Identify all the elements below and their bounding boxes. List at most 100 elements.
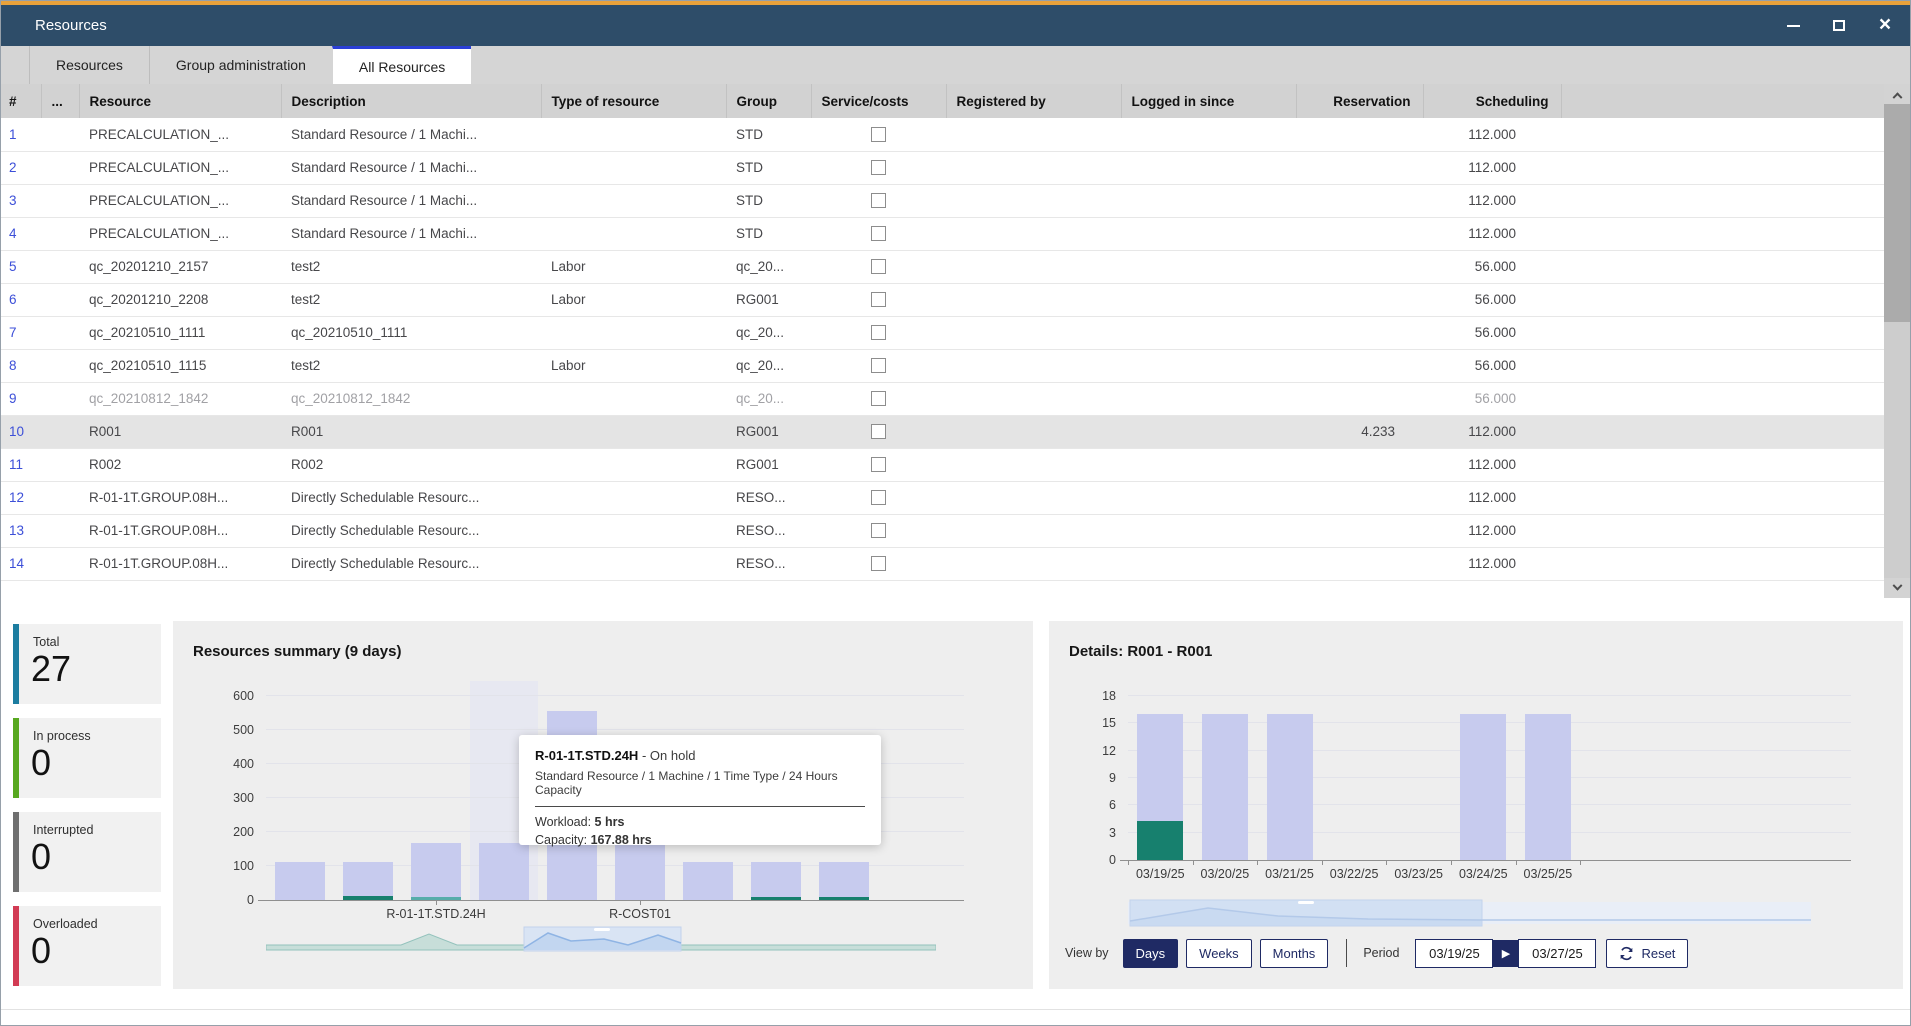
scrollbar-thumb[interactable]	[1884, 104, 1910, 322]
details-chart-title: Details: R001 - R001	[1069, 643, 1213, 660]
service-costs-checkbox[interactable]	[871, 127, 886, 143]
table-row[interactable]: 9 qc_20210812_1842 qc_20210812_1842 qc_20..…	[1, 382, 1886, 416]
view-by-days-button[interactable]: Days	[1122, 938, 1179, 968]
logged-in-since-cell	[1121, 514, 1296, 548]
service-costs-checkbox[interactable]	[871, 292, 886, 308]
column-header-blank[interactable]: ...	[41, 84, 80, 118]
service-costs-checkbox[interactable]	[871, 490, 886, 506]
resource-cell: qc_20201210_2208	[79, 283, 281, 317]
column-header-service-costs[interactable]: Service/costs	[811, 84, 947, 118]
table-row[interactable]: 12 R-01-1T.GROUP.08H... Directly Schedulab…	[1, 481, 1886, 515]
service-costs-checkbox[interactable]	[871, 193, 886, 209]
tab-group-administration[interactable]: Group administration	[148, 46, 332, 84]
row-number-link[interactable]: 9	[9, 391, 17, 406]
scroll-up-button[interactable]	[1884, 84, 1910, 104]
capacity-bar[interactable]	[1201, 714, 1248, 860]
row-number-link[interactable]: 2	[9, 160, 17, 175]
table-row[interactable]: 6 qc_20201210_2208 test2 Labor RG001 56.000	[1, 283, 1886, 317]
view-by-months-button[interactable]: Months	[1259, 938, 1329, 968]
table-row[interactable]: 3 PRECALCULATION_... Standard Resource / 1…	[1, 184, 1886, 218]
workload-bar[interactable]	[751, 896, 801, 900]
period-start-input[interactable]: 03/19/25	[1415, 938, 1494, 968]
workload-bar[interactable]	[1137, 821, 1184, 860]
column-header-resource[interactable]: Resource	[79, 84, 282, 118]
capacity-bar[interactable]	[275, 861, 325, 900]
service-costs-checkbox[interactable]	[871, 424, 886, 440]
workload-bar[interactable]	[819, 896, 869, 900]
table-row[interactable]: 14 R-01-1T.GROUP.08H... Directly Schedulab…	[1, 547, 1886, 581]
minimize-button[interactable]	[1784, 17, 1802, 35]
service-costs-checkbox[interactable]	[871, 523, 886, 539]
capacity-bar[interactable]	[1524, 714, 1571, 860]
column-header-logged-in-since[interactable]: Logged in since	[1121, 84, 1297, 118]
period-advance-button[interactable]: ▶	[1493, 939, 1519, 967]
capacity-bar[interactable]	[683, 861, 733, 900]
description-cell: Standard Resource / 1 Machi...	[281, 118, 541, 152]
table-row[interactable]: 5 qc_20201210_2157 test2 Labor qc_20... 56.00…	[1, 250, 1886, 284]
close-button[interactable]: ×	[1876, 14, 1894, 35]
row-dots-cell	[41, 217, 79, 251]
tab-resources[interactable]: Resources	[29, 46, 149, 84]
table-row[interactable]: 13 R-01-1T.GROUP.08H... Directly Schedulab…	[1, 514, 1886, 548]
type-cell	[541, 514, 726, 548]
column-header-reservation[interactable]: Reservation	[1296, 84, 1424, 118]
service-costs-checkbox[interactable]	[871, 391, 886, 407]
column-header-group[interactable]: Group	[726, 84, 812, 118]
row-number-link[interactable]: 5	[9, 259, 17, 274]
table-row[interactable]: 4 PRECALCULATION_... Standard Resource / 1…	[1, 217, 1886, 251]
description-cell: R002	[281, 448, 541, 482]
column-header-registered-by[interactable]: Registered by	[946, 84, 1122, 118]
reservation-cell	[1296, 547, 1423, 581]
capacity-bar[interactable]	[751, 861, 801, 900]
x-axis-line	[258, 900, 964, 901]
table-row[interactable]: 10 R001 R001 RG001 4.233 112.000	[1, 415, 1886, 449]
service-costs-checkbox[interactable]	[871, 457, 886, 473]
service-costs-checkbox[interactable]	[871, 358, 886, 374]
service-costs-checkbox[interactable]	[871, 325, 886, 341]
row-number-link[interactable]: 1	[9, 126, 17, 142]
capacity-bar[interactable]	[819, 861, 869, 900]
row-dots-cell	[41, 514, 79, 548]
summary-navigator[interactable]	[266, 926, 936, 952]
maximize-button[interactable]	[1830, 17, 1848, 35]
table-row[interactable]: 11 R002 R002 RG001 112.000	[1, 448, 1886, 482]
view-by-weeks-button[interactable]: Weeks	[1186, 938, 1252, 968]
capacity-bar[interactable]	[1460, 714, 1507, 860]
row-number-link[interactable]: 14	[9, 556, 25, 571]
service-costs-checkbox[interactable]	[871, 556, 886, 572]
row-number-link[interactable]: 7	[9, 325, 17, 340]
row-number-link[interactable]: 6	[9, 292, 17, 307]
column-header-blank[interactable]: #	[1, 84, 42, 118]
column-header-scheduling[interactable]: Scheduling	[1423, 84, 1562, 118]
capacity-bar[interactable]	[479, 842, 529, 900]
column-header-type-of-resource[interactable]: Type of resource	[541, 84, 727, 118]
capacity-bar[interactable]	[1266, 714, 1313, 860]
scroll-down-button[interactable]	[1884, 578, 1910, 598]
row-number-link[interactable]: 11	[9, 457, 24, 472]
capacity-bar[interactable]	[615, 842, 665, 900]
row-number-link[interactable]: 10	[9, 424, 25, 439]
tab-all-resources[interactable]: All Resources	[331, 46, 472, 84]
details-navigator[interactable]	[1128, 899, 1851, 927]
table-row[interactable]: 2 PRECALCULATION_... Standard Resource / 1…	[1, 151, 1886, 185]
row-number-link[interactable]: 3	[9, 193, 17, 208]
row-number-link[interactable]: 13	[9, 523, 25, 538]
column-header-description[interactable]: Description	[281, 84, 542, 118]
service-costs-checkbox[interactable]	[871, 160, 886, 176]
table-row[interactable]: 7 qc_20210510_1111 qc_20210510_1111 qc_20..…	[1, 316, 1886, 350]
reset-button[interactable]: Reset	[1606, 938, 1689, 968]
service-costs-checkbox[interactable]	[871, 259, 886, 275]
service-costs-checkbox[interactable]	[871, 226, 886, 242]
capacity-bar[interactable]	[343, 861, 393, 900]
row-number-link[interactable]: 8	[9, 358, 17, 373]
row-number-link[interactable]: 4	[9, 226, 17, 241]
workload-bar[interactable]	[411, 897, 461, 900]
table-row[interactable]: 8 qc_20210510_1115 test2 Labor qc_20... 56.00…	[1, 349, 1886, 383]
capacity-bar[interactable]	[411, 842, 461, 900]
period-end-input[interactable]: 03/27/25	[1518, 938, 1597, 968]
table-row[interactable]: 1 PRECALCULATION_... Standard Resource / 1…	[1, 118, 1886, 152]
row-number-link[interactable]: 12	[9, 490, 25, 505]
workload-bar[interactable]	[343, 895, 393, 900]
table-scrollbar[interactable]	[1884, 84, 1910, 598]
scheduling-cell: 112.000	[1423, 415, 1561, 449]
